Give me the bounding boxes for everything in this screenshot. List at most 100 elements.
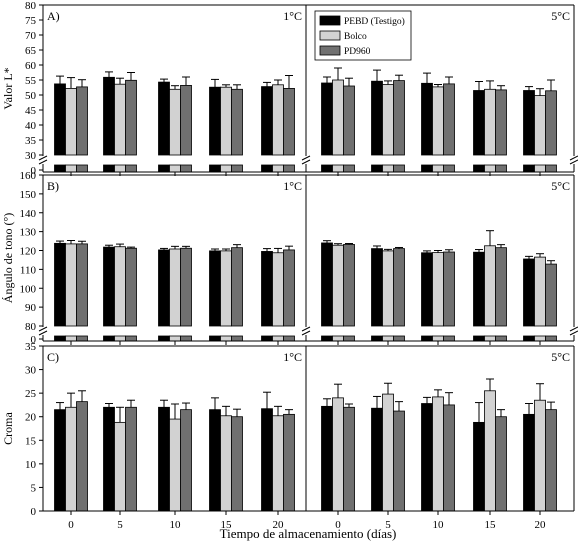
bar <box>534 256 546 327</box>
bar-base <box>158 335 170 342</box>
bar-base <box>545 164 557 173</box>
x-tick-label: 15 <box>221 519 233 531</box>
bar <box>545 263 557 327</box>
y-tick-label: 65 <box>25 45 37 57</box>
bar-base <box>393 335 405 342</box>
bar <box>76 86 88 156</box>
bar-base <box>371 335 383 342</box>
bar <box>432 86 444 156</box>
axis-break-mark <box>38 330 48 336</box>
bar <box>321 82 333 156</box>
y-tick-label: 0 <box>31 334 37 346</box>
bar <box>523 258 535 327</box>
bar-base <box>484 335 496 342</box>
bar <box>523 413 535 512</box>
bar-base <box>495 164 507 173</box>
bar-base <box>220 164 232 173</box>
bar-base <box>534 164 546 173</box>
bar <box>231 247 243 327</box>
bar <box>103 246 115 327</box>
bar-base <box>231 335 243 342</box>
bar <box>76 401 88 512</box>
y-tick-label: 0 <box>31 165 37 177</box>
legend-swatch <box>319 45 341 56</box>
bar-base <box>321 164 333 173</box>
bar <box>158 81 170 156</box>
y-tick-label: 30 <box>25 150 37 162</box>
bar <box>180 409 192 512</box>
x-tick-label: 10 <box>170 519 182 531</box>
y-tick-label: 150 <box>20 189 37 201</box>
bar-base <box>545 335 557 342</box>
bar-base <box>209 335 221 342</box>
bar <box>321 405 333 512</box>
x-tick-label: 20 <box>273 519 285 531</box>
bar-base <box>343 164 355 173</box>
legend-label: PD960 <box>344 47 371 57</box>
bar-base <box>272 164 284 173</box>
bar-base <box>523 164 535 173</box>
y-tick-label: 110 <box>20 264 37 276</box>
bar <box>443 83 455 156</box>
bar-base <box>54 335 66 342</box>
axis-break-gap <box>37 156 312 164</box>
y-tick-label: 55 <box>25 75 37 87</box>
bar-base <box>421 335 433 342</box>
bar-base <box>180 164 192 173</box>
y-tick-label: 70 <box>25 30 37 42</box>
y-tick-label: 45 <box>25 105 37 117</box>
bar <box>169 248 181 327</box>
panel-label: A) <box>47 9 60 23</box>
bar <box>231 416 243 512</box>
x-tick-label: 15 <box>485 519 497 531</box>
bar <box>272 415 284 512</box>
bar-base <box>382 335 394 342</box>
bar <box>534 95 546 156</box>
bar-base <box>432 164 444 173</box>
y-tick-label: 60 <box>25 60 37 72</box>
bar <box>321 242 333 327</box>
bar-base <box>261 164 273 173</box>
bar <box>495 89 507 156</box>
axis-break-mark <box>569 159 578 165</box>
y-axis-label: Croma <box>1 412 15 445</box>
bar <box>65 88 77 156</box>
axis-break-mark <box>569 155 578 161</box>
bar <box>473 90 485 156</box>
bar <box>114 246 126 327</box>
bar-base <box>332 335 344 342</box>
bar <box>65 406 77 512</box>
bar <box>103 406 115 512</box>
axis-break-mark <box>569 330 578 336</box>
bar-base <box>473 164 485 173</box>
bar <box>261 251 273 327</box>
bar <box>473 421 485 512</box>
bar <box>393 248 405 327</box>
panel-label: B) <box>47 179 59 193</box>
y-tick-label: 40 <box>25 120 37 132</box>
bar-base <box>321 335 333 342</box>
bar <box>484 390 496 512</box>
temperature-label: 1°C <box>283 9 302 23</box>
y-tick-label: 30 <box>25 365 37 377</box>
bar <box>473 251 485 327</box>
y-tick-label: 80 <box>25 321 37 333</box>
bar <box>343 244 355 327</box>
axis-break-mark <box>301 155 311 161</box>
bar-base <box>421 164 433 173</box>
bar <box>54 409 66 512</box>
y-tick-label: 20 <box>25 412 37 424</box>
y-tick-label: 140 <box>20 208 37 220</box>
y-tick-label: 5 <box>31 482 37 494</box>
temperature-label: 1°C <box>283 179 302 193</box>
bar <box>283 413 295 512</box>
bar-base <box>220 335 232 342</box>
bar <box>180 247 192 327</box>
bar-base <box>114 335 126 342</box>
bar <box>209 86 221 156</box>
bar <box>125 247 137 327</box>
bar <box>382 393 394 512</box>
y-tick-label: 80 <box>25 0 37 12</box>
bar <box>382 84 394 156</box>
